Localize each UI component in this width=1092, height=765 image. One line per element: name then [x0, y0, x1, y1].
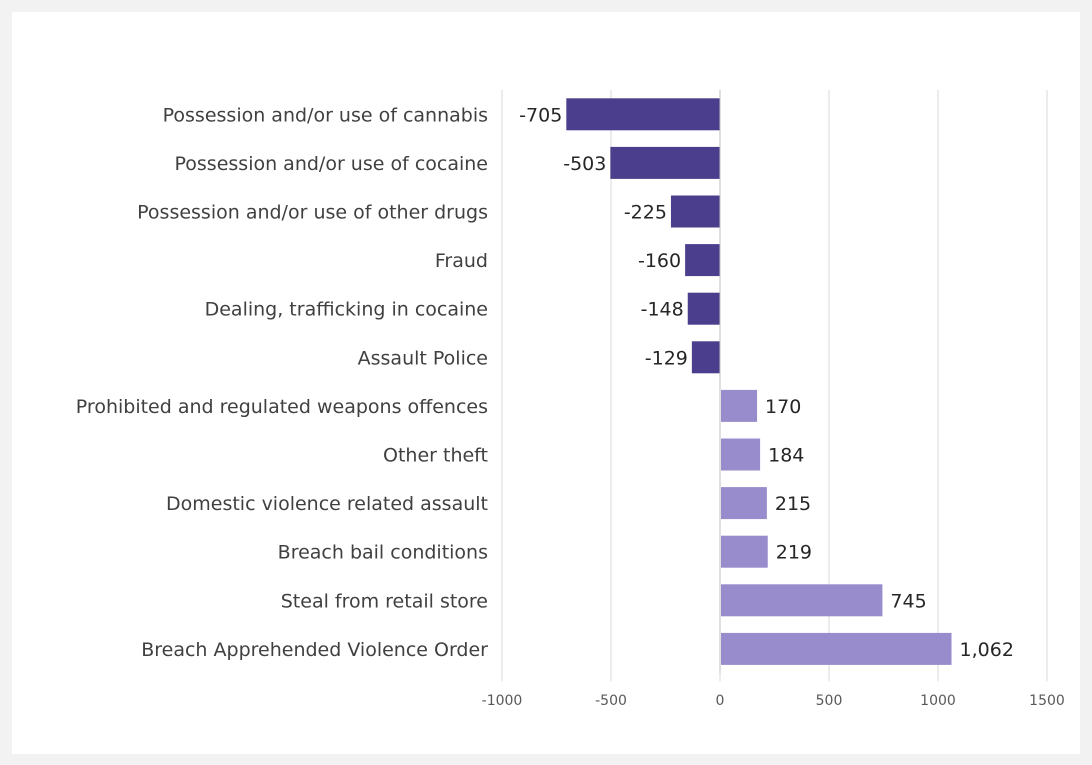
- bar: [721, 584, 883, 617]
- x-tick-label: 1000: [920, 693, 956, 709]
- category-label: Possession and/or use of other drugs: [137, 202, 488, 224]
- bar: [721, 389, 758, 422]
- x-tick-label: -1000: [482, 693, 523, 709]
- category-label: Possession and/or use of cocaine: [175, 153, 489, 175]
- bar: [721, 632, 952, 665]
- bar-chart: -1000 -500 0 500 1000 1500 Possession and/or u…: [76, 90, 1065, 709]
- x-tick-label: -500: [595, 693, 627, 709]
- category-label: Steal from retail store: [281, 590, 488, 612]
- data-label: -160: [638, 250, 681, 272]
- category-label: Breach bail conditions: [278, 542, 488, 564]
- category-label: Domestic violence related assault: [166, 493, 488, 515]
- category-label: Breach Apprehended Violence Order: [141, 639, 488, 661]
- data-label: 170: [765, 396, 801, 418]
- bar: [691, 341, 720, 374]
- category-label: Other theft: [383, 445, 488, 467]
- x-tick-label: 500: [816, 693, 843, 709]
- category-label: Prohibited and regulated weapons offence…: [76, 396, 488, 418]
- x-tick-label: 0: [716, 693, 725, 709]
- bar: [721, 487, 767, 520]
- category-label: Assault Police: [358, 347, 488, 369]
- data-label: -503: [563, 153, 606, 175]
- bar: [721, 535, 768, 568]
- x-tick-label: 1500: [1029, 693, 1065, 709]
- data-label: 219: [776, 542, 812, 564]
- data-label: -705: [519, 104, 562, 126]
- data-label: 184: [768, 445, 804, 467]
- data-label: 745: [890, 590, 926, 612]
- category-label: Possession and/or use of cannabis: [163, 104, 488, 126]
- chart-card: -1000 -500 0 500 1000 1500 Possession and/or u…: [12, 12, 1080, 754]
- data-label: -148: [641, 299, 684, 321]
- bar: [721, 438, 761, 471]
- category-label: Fraud: [435, 250, 488, 272]
- bar: [566, 98, 720, 131]
- data-label: -129: [645, 347, 688, 369]
- bar: [670, 195, 720, 228]
- data-label: -225: [624, 202, 667, 224]
- bar: [610, 146, 720, 179]
- data-label: 1,062: [960, 639, 1014, 661]
- data-label: 215: [775, 493, 811, 515]
- bar: [687, 292, 720, 325]
- category-label: Dealing, trafficking in cocaine: [205, 299, 488, 321]
- bar: [685, 244, 720, 277]
